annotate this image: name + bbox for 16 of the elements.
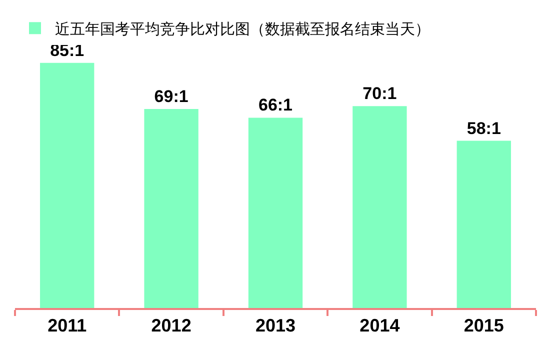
bar (248, 118, 303, 308)
x-tick-label: 2011 (48, 316, 87, 336)
legend-label: 近五年国考平均竞争比对比图（数据截至报名结束当天） (55, 20, 430, 38)
bar (456, 140, 511, 308)
data-label: 85:1 (50, 40, 84, 60)
data-label: 70:1 (362, 84, 397, 104)
data-label: 58:1 (466, 118, 501, 138)
bar (352, 106, 407, 308)
x-tick-label: 2015 (464, 316, 504, 336)
x-tick-label: 2013 (255, 316, 296, 336)
data-label: 69:1 (154, 87, 188, 106)
data-label: 66:1 (258, 96, 293, 115)
x-tick-label: 2014 (360, 316, 400, 336)
x-tick-label: 2012 (151, 316, 192, 336)
bar (40, 62, 94, 308)
bar (144, 109, 198, 308)
